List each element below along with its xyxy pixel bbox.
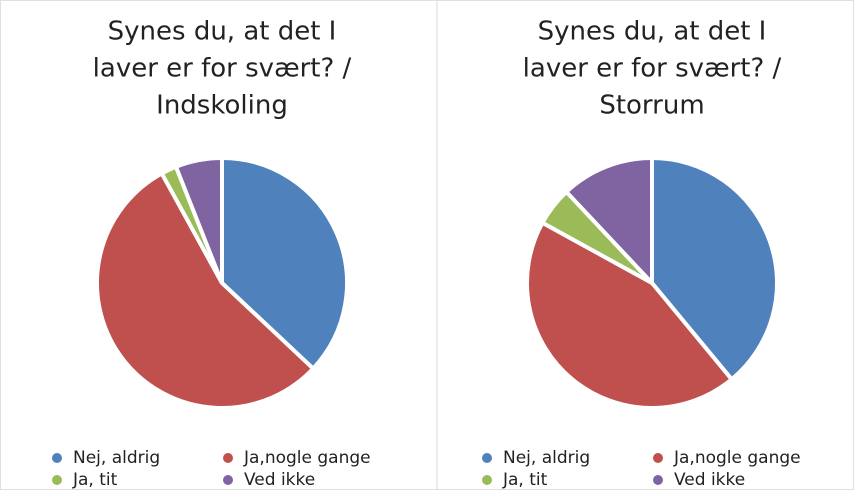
legend-label: Nej, aldrig — [503, 448, 590, 468]
legend-label: Ja,nogle gange — [673, 448, 801, 468]
legend-label: Ved ikke — [674, 470, 745, 490]
legend-marker — [653, 453, 663, 463]
chart-title: Synes du, at det I — [108, 17, 337, 47]
legend-marker — [52, 475, 62, 485]
legend-marker — [223, 453, 233, 463]
pie-slice — [220, 155, 349, 372]
pie-slice — [95, 170, 316, 410]
legend-marker — [482, 453, 492, 463]
legend-label: Ja, tit — [502, 470, 548, 490]
chart-title: Storrum — [599, 91, 704, 121]
pie-slice — [650, 155, 779, 383]
chart-title: laver er for svært? / — [523, 54, 782, 84]
pie-slice — [173, 155, 224, 284]
chart-title: laver er for svært? / — [93, 54, 352, 84]
legend-label: Nej, aldrig — [73, 448, 160, 468]
legend-marker — [482, 475, 492, 485]
chart-title: Synes du, at det I — [538, 17, 767, 47]
legend-label: Ja, tit — [72, 470, 118, 490]
pie-slice — [525, 220, 735, 410]
chart-title: Indskoling — [156, 91, 288, 121]
legend-marker — [653, 475, 663, 485]
pie-slice — [563, 155, 654, 289]
legend-marker — [52, 453, 62, 463]
legend-label: Ja,nogle gange — [243, 448, 371, 468]
legend-marker — [223, 475, 233, 485]
legend-label: Ved ikke — [244, 470, 315, 490]
